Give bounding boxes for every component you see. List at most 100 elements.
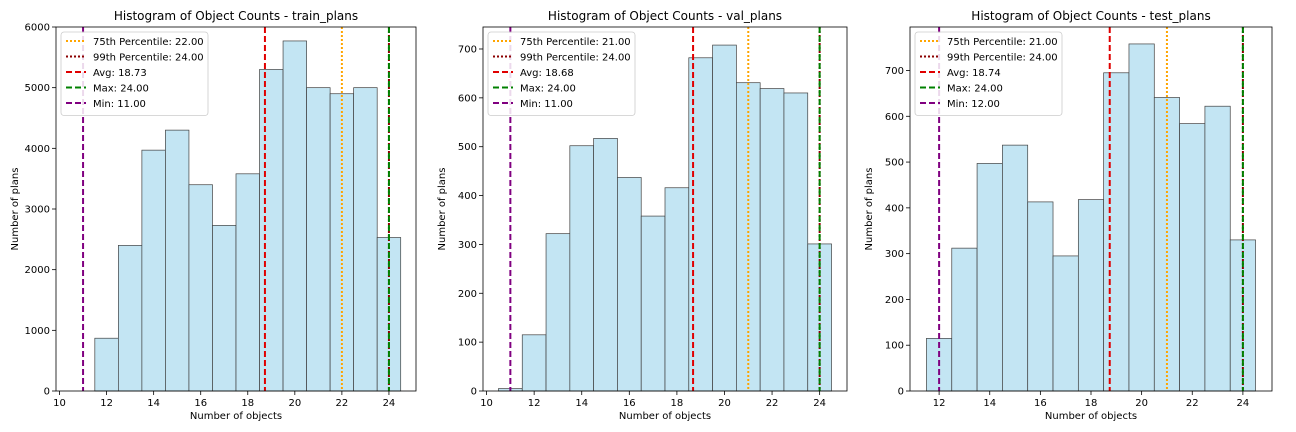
- legend-item: Avg: 18.74: [920, 68, 1001, 79]
- x-tick-label: 10: [480, 398, 493, 409]
- legend-label: 99th Percentile: 24.00: [947, 53, 1058, 64]
- histogram-bar: [617, 177, 642, 392]
- histogram-bar: [235, 173, 260, 392]
- y-tick-label: 700: [458, 44, 477, 55]
- x-tick-label: 14: [575, 398, 588, 409]
- y-tick-label: 3000: [25, 205, 50, 216]
- legend-label: Avg: 18.68: [520, 68, 574, 79]
- histogram-bar: [353, 87, 378, 392]
- x-tick-label: 20: [288, 398, 301, 409]
- y-tick-label: 100: [885, 341, 904, 352]
- legend: 75th Percentile: 21.00 99th Percentile: 2…: [914, 31, 1063, 116]
- y-tick-label: 400: [885, 203, 904, 214]
- y-tick-label: 1000: [25, 326, 50, 337]
- x-tick-label: 12: [528, 398, 541, 409]
- x-tick-label: 14: [983, 398, 996, 409]
- y-tick-label: 300: [458, 240, 477, 251]
- histogram-bar: [1179, 123, 1206, 392]
- x-tick-label: 14: [147, 398, 160, 409]
- y-tick-label: 100: [458, 338, 477, 349]
- y-tick-label: 600: [885, 112, 904, 123]
- legend-box: [487, 31, 636, 116]
- histogram-bars: [498, 44, 832, 392]
- histogram-bar: [188, 184, 213, 392]
- histogram-bars: [94, 40, 402, 392]
- histogram-bar: [94, 337, 119, 392]
- legend-label: 75th Percentile: 21.00: [520, 37, 631, 48]
- x-tick-label: 16: [194, 398, 207, 409]
- legend-item: Max: 24.00: [66, 84, 149, 95]
- y-tick-label: 700: [885, 66, 904, 77]
- y-tick-label: 200: [458, 289, 477, 300]
- y-tick-label: 300: [885, 249, 904, 260]
- chart-panel-1: 10 12 14 16 18 20 22 24 0 1000 2000 3000 4000 5000 600…: [10, 9, 417, 422]
- chart-panel-2: 10 12 14 16 18 20 22 24 0 100 200 300 400 500 600 700 Hi…: [437, 9, 848, 422]
- legend-box: [914, 31, 1063, 116]
- histogram-bar: [951, 247, 978, 392]
- legend-label: Max: 24.00: [93, 84, 149, 95]
- legend-item: Min: 12.00: [920, 99, 1000, 110]
- legend-label: Min: 11.00: [93, 99, 146, 110]
- legend-item: Min: 11.00: [493, 99, 573, 110]
- histogram-bar: [593, 138, 618, 392]
- y-tick-label: 600: [458, 93, 477, 104]
- histogram-bar: [664, 187, 690, 392]
- x-tick-label: 12: [933, 398, 946, 409]
- legend-label: Avg: 18.74: [947, 68, 1001, 79]
- histogram-bar: [1027, 201, 1054, 392]
- legend-label: Avg: 18.73: [93, 68, 147, 79]
- y-axis-label: Number of plans: [864, 168, 875, 251]
- legend: 75th Percentile: 21.00 99th Percentile: 2…: [487, 31, 636, 116]
- y-tick-label: 2000: [25, 265, 50, 276]
- histogram-bar: [1103, 72, 1130, 392]
- histogram-bar: [329, 93, 354, 392]
- histogram-bar: [1204, 105, 1231, 392]
- x-axis-ticks: 10 12 14 16 18 20 22 24: [480, 391, 826, 409]
- legend-item: Max: 24.00: [920, 84, 1003, 95]
- x-axis-ticks: 10 12 14 16 18 20 22 24: [53, 391, 395, 409]
- chart-title: Histogram of Object Counts - val_plans: [548, 9, 782, 23]
- y-axis-label: Number of plans: [437, 168, 448, 251]
- y-tick-label: 500: [458, 142, 477, 153]
- x-tick-label: 20: [1135, 398, 1148, 409]
- legend-item: Avg: 18.68: [493, 68, 574, 79]
- legend: 75th Percentile: 22.00 99th Percentile: 2…: [60, 31, 209, 116]
- y-axis-ticks: 0 100 200 300 400 500 600 700: [458, 44, 483, 398]
- y-tick-label: 0: [898, 387, 904, 398]
- y-axis-ticks: 0 100 200 300 400 500 600 700: [885, 66, 910, 398]
- legend-label: 75th Percentile: 22.00: [93, 37, 204, 48]
- histogram-bar: [1128, 43, 1155, 392]
- histogram-bar: [259, 69, 284, 392]
- y-tick-label: 200: [885, 295, 904, 306]
- histogram-bar: [212, 225, 237, 392]
- x-tick-label: 22: [766, 398, 779, 409]
- y-tick-label: 5000: [25, 83, 50, 94]
- x-tick-label: 12: [100, 398, 113, 409]
- histogram-bar: [521, 334, 547, 392]
- y-tick-label: 0: [471, 387, 477, 398]
- y-tick-label: 400: [458, 191, 477, 202]
- x-tick-label: 18: [1085, 398, 1098, 409]
- reference-lines: [82, 27, 390, 391]
- x-axis-label: Number of objects: [190, 411, 282, 422]
- legend-item: 75th Percentile: 21.00: [493, 37, 631, 48]
- legend-box: [60, 31, 209, 116]
- x-tick-label: 10: [53, 398, 66, 409]
- histogram-bar: [306, 87, 331, 392]
- histogram-bar: [282, 40, 307, 392]
- legend-item: 99th Percentile: 24.00: [66, 53, 204, 64]
- y-axis-label: Number of plans: [10, 168, 21, 251]
- x-tick-label: 20: [718, 398, 731, 409]
- histogram-bar: [1002, 144, 1029, 392]
- legend-label: 99th Percentile: 24.00: [93, 53, 204, 64]
- y-tick-label: 6000: [25, 23, 50, 34]
- histogram-bar: [640, 215, 666, 392]
- legend-label: 75th Percentile: 21.00: [947, 37, 1058, 48]
- legend-label: Min: 11.00: [520, 99, 573, 110]
- x-axis-label: Number of objects: [619, 411, 711, 422]
- histogram-bar: [545, 233, 571, 392]
- histogram-bar: [1077, 199, 1104, 392]
- x-tick-label: 16: [623, 398, 636, 409]
- reference-lines: [938, 27, 1244, 391]
